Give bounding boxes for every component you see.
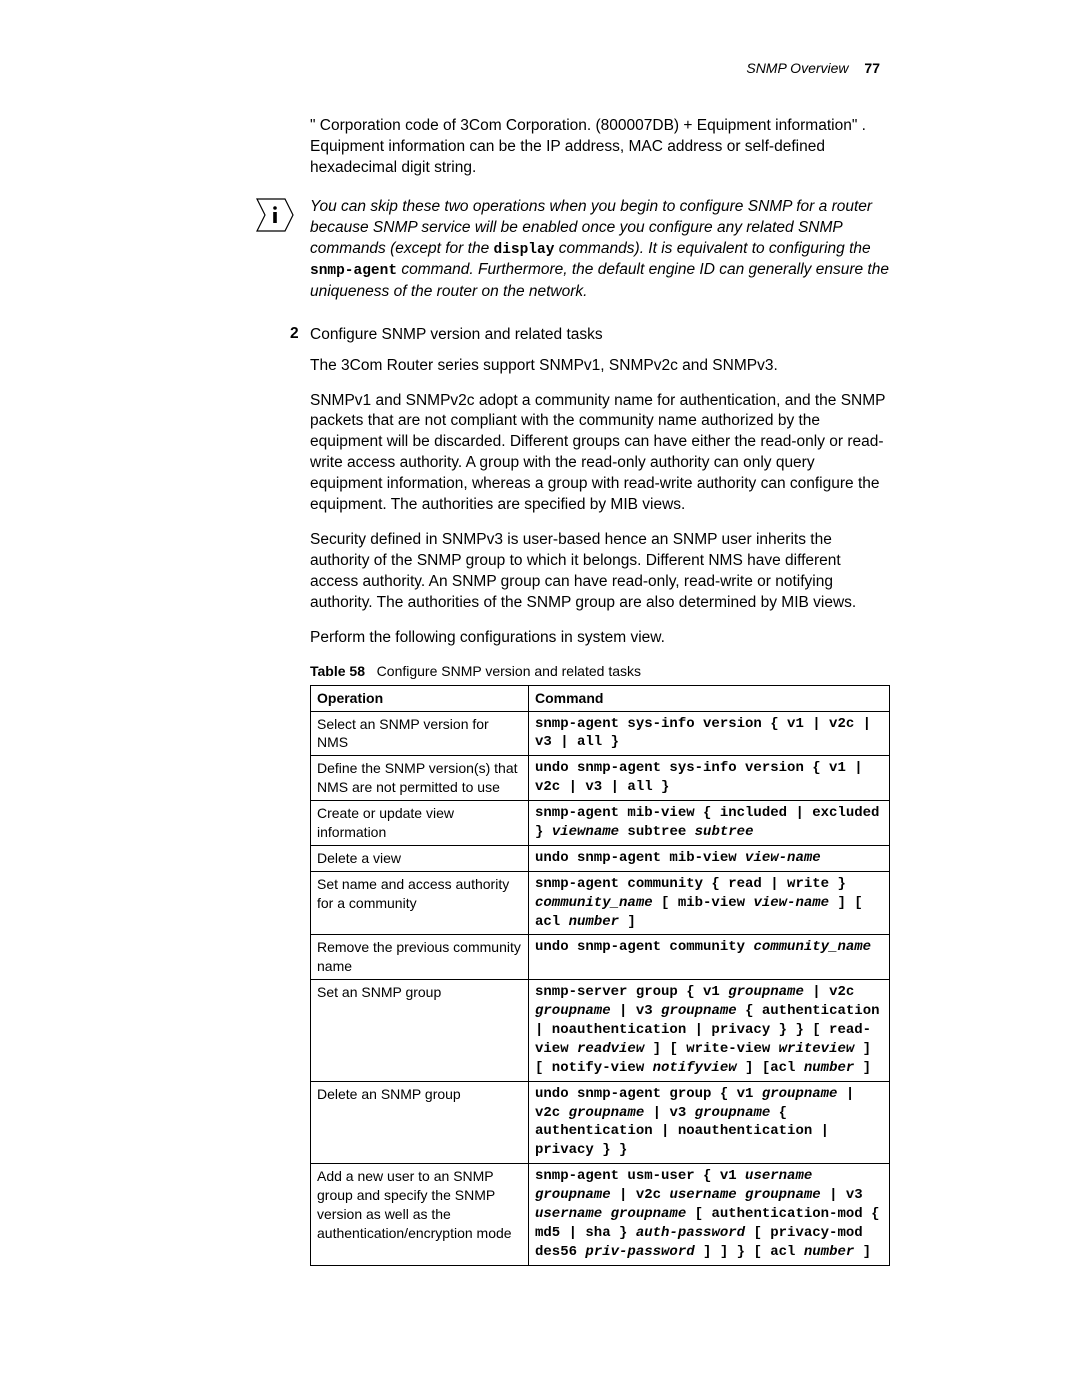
- operation-cell: Define the SNMP version(s) that NMS are …: [311, 756, 529, 801]
- operation-cell: Remove the previous community name: [311, 935, 529, 980]
- operation-cell: Set name and access authority for a comm…: [311, 871, 529, 935]
- table-body: Select an SNMP version for NMSsnmp-agent…: [311, 711, 890, 1265]
- command-cell: snmp-agent mib-view { included | exclude…: [529, 801, 890, 846]
- table-header-command: Command: [529, 685, 890, 711]
- operation-cell: Add a new user to an SNMP group and spec…: [311, 1164, 529, 1265]
- command-cell: snmp-agent community { read | write } co…: [529, 871, 890, 935]
- note-mono-2: snmp-agent: [310, 263, 397, 279]
- note-mono-1: display: [494, 242, 555, 258]
- page: SNMP Overview 77 " Corporation code of 3…: [0, 0, 1080, 1326]
- note-block: You can skip these two operations when y…: [310, 197, 890, 303]
- running-header: SNMP Overview 77: [60, 60, 890, 76]
- command-cell: undo snmp-agent group { v1 groupname | v…: [529, 1081, 890, 1164]
- operation-cell: Delete an SNMP group: [311, 1081, 529, 1164]
- step-2-p3: Security defined in SNMPv3 is user-based…: [310, 530, 890, 614]
- command-cell: snmp-server group { v1 groupname | v2c g…: [529, 980, 890, 1081]
- table-row: Delete a viewundo snmp-agent mib-view vi…: [311, 845, 890, 871]
- step-2-p1: The 3Com Router series support SNMPv1, S…: [310, 356, 890, 377]
- table-row: Add a new user to an SNMP group and spec…: [311, 1164, 890, 1265]
- command-cell: undo snmp-agent mib-view view-name: [529, 845, 890, 871]
- header-page-number: 77: [864, 60, 880, 76]
- table-header-operation: Operation: [311, 685, 529, 711]
- command-cell: snmp-agent sys-info version { v1 | v2c |…: [529, 711, 890, 756]
- info-icon: [255, 197, 295, 238]
- command-table: Operation Command Select an SNMP version…: [310, 685, 890, 1266]
- operation-cell: Delete a view: [311, 845, 529, 871]
- step-title: Configure SNMP version and related tasks: [310, 326, 603, 343]
- note-text: You can skip these two operations when y…: [310, 197, 890, 303]
- step-2-p4: Perform the following configurations in …: [310, 628, 890, 649]
- table-row: Set name and access authority for a comm…: [311, 871, 890, 935]
- operation-cell: Set an SNMP group: [311, 980, 529, 1081]
- command-cell: snmp-agent usm-user { v1 username groupn…: [529, 1164, 890, 1265]
- table-row: Select an SNMP version for NMSsnmp-agent…: [311, 711, 890, 756]
- table-row: Create or update view informationsnmp-ag…: [311, 801, 890, 846]
- command-cell: undo snmp-agent sys-info version { v1 | …: [529, 756, 890, 801]
- step-2-p2: SNMPv1 and SNMPv2c adopt a community nam…: [310, 391, 890, 517]
- table-row: Set an SNMP groupsnmp-server group { v1 …: [311, 980, 890, 1081]
- step-number: 2: [290, 325, 299, 343]
- operation-cell: Create or update view information: [311, 801, 529, 846]
- operation-cell: Select an SNMP version for NMS: [311, 711, 529, 756]
- table-caption: Table 58 Configure SNMP version and rela…: [310, 663, 890, 679]
- note-mid: commands). It is equivalent to configuri…: [554, 240, 870, 257]
- table-row: Define the SNMP version(s) that NMS are …: [311, 756, 890, 801]
- step-2: 2 Configure SNMP version and related tas…: [310, 325, 890, 346]
- content-column: " Corporation code of 3Com Corporation. …: [310, 116, 890, 1266]
- note-post: command. Furthermore, the default engine…: [310, 261, 889, 300]
- table-row: Remove the previous community nameundo s…: [311, 935, 890, 980]
- table-label: Table 58: [310, 663, 365, 679]
- command-cell: undo snmp-agent community community_name: [529, 935, 890, 980]
- table-row: Delete an SNMP groupundo snmp-agent grou…: [311, 1081, 890, 1164]
- intro-paragraph: " Corporation code of 3Com Corporation. …: [310, 116, 890, 179]
- table-caption-text: Configure SNMP version and related tasks: [377, 663, 641, 679]
- header-section: SNMP Overview: [746, 60, 848, 76]
